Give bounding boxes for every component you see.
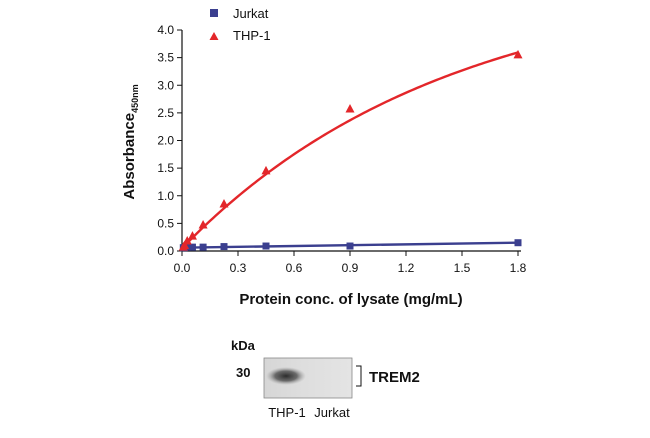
data-point-jurkat (199, 243, 207, 251)
y-tick-label: 1.5 (157, 161, 174, 175)
y-tick-label: 3.5 (157, 51, 174, 65)
y-tick-label: 2.5 (157, 106, 174, 120)
x-tick-label: 1.2 (398, 261, 415, 275)
y-tick-label: 3.0 (157, 78, 174, 92)
data-point-jurkat (220, 243, 228, 251)
blot-band-thp1 (266, 367, 306, 385)
data-point-thp1 (180, 240, 190, 249)
data-point-thp1 (198, 220, 208, 229)
data-point-thp1 (187, 231, 197, 240)
y-tick-label: 0.0 (157, 244, 174, 258)
blot-unit-label: kDa (231, 338, 256, 353)
blot-marker-30: 30 (236, 365, 250, 380)
x-tick-label: 1.8 (510, 261, 527, 275)
data-point-jurkat (188, 243, 196, 251)
y-axis-label-main: Absorbance (121, 113, 138, 200)
x-tick-label: 0.9 (342, 261, 359, 275)
blot-lane-label-thp1: THP-1 (268, 405, 306, 420)
data-point-thp1 (261, 165, 271, 175)
series-line-thp1 (181, 51, 519, 250)
y-tick-label: 2.0 (157, 134, 174, 148)
x-axis-label: Protein conc. of lysate (mg/mL) (239, 291, 462, 308)
x-tick-label: 0.6 (286, 261, 303, 275)
x-tick-label: 1.5 (454, 261, 471, 275)
x-tick-label: 0.3 (230, 261, 247, 275)
svg-text:Absorbance450nm: Absorbance450nm (121, 84, 140, 199)
series-markers (178, 49, 523, 252)
blot-lane-label-jurkat: Jurkat (314, 405, 350, 420)
y-tick-label: 1.0 (157, 189, 174, 203)
y-axis-ticks: 0.0 0.5 1.0 1.5 2.0 2.5 3.0 3.5 4.0 (157, 23, 182, 258)
y-axis-label: Absorbance450nm (121, 84, 140, 199)
series-lines (181, 51, 519, 250)
data-point-thp1 (182, 236, 192, 245)
chart: 0.0 0.5 1.0 1.5 2.0 2.5 3.0 3.5 4.0 0.0 0.3 0.6 0.9… (121, 6, 527, 308)
y-axis-label-sub: 450nm (130, 84, 140, 113)
blot-protein-label: TREM2 (369, 369, 420, 386)
y-tick-label: 0.5 (157, 216, 174, 230)
x-axis-ticks: 0.0 0.3 0.6 0.9 1.2 1.5 1.8 (174, 251, 527, 275)
data-point-thp1 (513, 49, 523, 59)
legend-marker-jurkat (210, 9, 218, 17)
blot-bracket (356, 365, 362, 387)
legend-marker-thp1 (209, 32, 219, 40)
data-point-jurkat (262, 242, 270, 250)
data-point-thp1 (219, 199, 229, 208)
x-tick-label: 0.0 (174, 261, 191, 275)
legend-label-thp1: THP-1 (233, 28, 271, 43)
legend: Jurkat THP-1 (209, 6, 271, 43)
western-blot: kDa 30 TREM2 THP-1 Jurkat (231, 338, 420, 420)
data-point-jurkat (346, 242, 354, 250)
data-point-thp1 (345, 104, 355, 113)
legend-label-jurkat: Jurkat (233, 6, 269, 21)
data-point-jurkat (514, 239, 522, 247)
y-tick-label: 4.0 (157, 23, 174, 37)
